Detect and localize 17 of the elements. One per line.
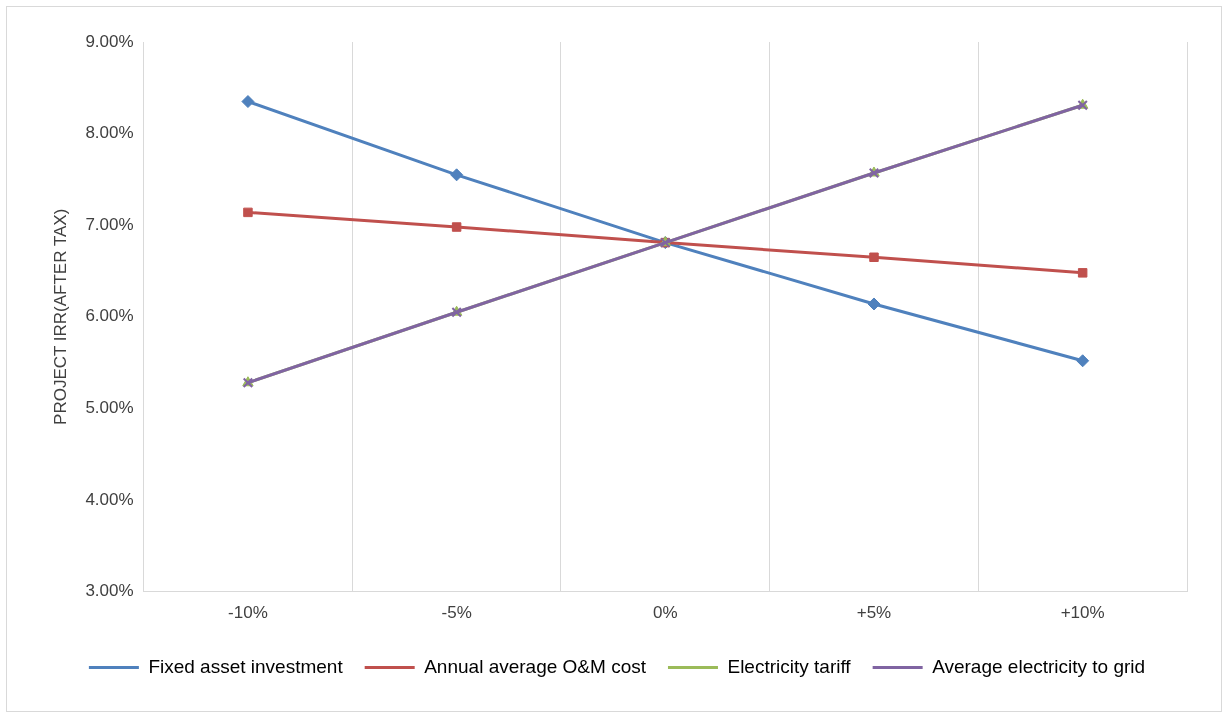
y-tick-label: 5.00% xyxy=(85,398,134,418)
y-tick-label: 3.00% xyxy=(85,581,134,601)
x-tick-label: -5% xyxy=(441,603,472,623)
legend-label: Fixed asset investment xyxy=(148,655,344,677)
y-tick-label: 7.00% xyxy=(85,214,134,234)
legend-label: Average electricity to grid xyxy=(932,655,1146,677)
y-tick-label: 8.00% xyxy=(85,123,134,143)
legend-label: Electricity tariff xyxy=(727,655,852,677)
y-tick-label: 9.00% xyxy=(85,31,134,51)
legend-label: Annual average O&M cost xyxy=(424,655,647,677)
y-tick-label: 4.00% xyxy=(85,489,134,509)
y-tick-label: 6.00% xyxy=(85,306,134,326)
x-tick-label: +5% xyxy=(856,603,892,623)
x-tick-label: +10% xyxy=(1060,603,1105,623)
x-tick-label: -10% xyxy=(228,603,268,623)
y-axis-title: PROJECT IRR(AFTER TAX) xyxy=(50,208,70,425)
x-tick-label: 0% xyxy=(653,603,678,623)
